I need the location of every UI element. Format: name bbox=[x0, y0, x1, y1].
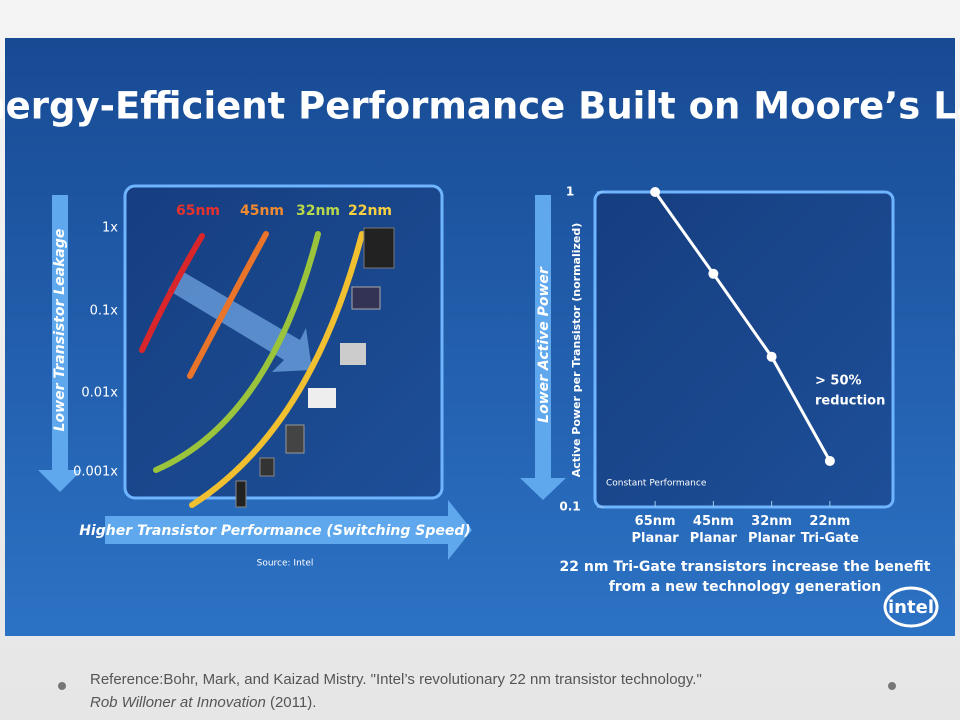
logo: intel bbox=[888, 597, 934, 618]
x-tick-label: 22nm Tri-Gate bbox=[800, 514, 859, 546]
annotation: reduction bbox=[815, 394, 885, 409]
annotation: > 50% bbox=[815, 374, 862, 389]
reference: Reference:Bohr, Mark, and Kaizad Mistry.… bbox=[90, 671, 702, 688]
point bbox=[766, 351, 777, 362]
curve-32nm bbox=[153, 231, 321, 473]
curve-65nm bbox=[139, 233, 205, 353]
phone-icon bbox=[235, 480, 247, 508]
left-y-label: 0.01x bbox=[81, 386, 118, 401]
right-panel bbox=[593, 190, 895, 509]
left-y-label: 0.1x bbox=[90, 304, 119, 319]
caption: 22 nm Tri-Gate transistors increase the … bbox=[560, 559, 931, 575]
y-axis-label: Active Power per Transistor (normalized) bbox=[570, 223, 583, 478]
curve-22nm bbox=[189, 231, 365, 508]
left-y-label: 0.001x bbox=[73, 465, 118, 480]
left-x-axis: Higher Transistor Performance (Switching… bbox=[79, 523, 471, 539]
logo-ring bbox=[883, 586, 939, 628]
point bbox=[650, 187, 661, 197]
line bbox=[653, 191, 832, 462]
mid-icon bbox=[259, 457, 275, 477]
curve-label: 22nm bbox=[348, 203, 392, 219]
x-tick-label: 65nm Planar bbox=[631, 514, 679, 546]
point bbox=[708, 268, 719, 279]
x-tick-label: 45nm Planar bbox=[689, 514, 737, 546]
note: Constant Performance bbox=[606, 479, 707, 489]
desktop-icon bbox=[351, 286, 381, 310]
left-y-label: 1x bbox=[102, 221, 118, 236]
curve-45nm bbox=[187, 231, 269, 379]
arrow-label: Lower Active Power bbox=[536, 266, 552, 423]
tablet-icon bbox=[285, 424, 305, 454]
y-tick-label: 0.1 bbox=[559, 500, 580, 514]
laptop-icon bbox=[340, 343, 366, 365]
x-arrow bbox=[105, 500, 472, 560]
venue: Rob Willoner at Innovation bbox=[90, 694, 266, 711]
y-arrow bbox=[38, 195, 82, 492]
server-icon bbox=[363, 227, 395, 269]
y-tick-label: 1 bbox=[566, 185, 574, 199]
curve-label: 45nm bbox=[240, 203, 284, 219]
netbook-icon bbox=[308, 388, 336, 408]
left-y-axis: Lower Transistor Leakage bbox=[52, 229, 68, 432]
curve-label: 32nm bbox=[296, 203, 340, 219]
power-arrow bbox=[520, 195, 566, 500]
bullet bbox=[58, 682, 66, 690]
curve-label: 65nm bbox=[176, 203, 220, 219]
source: Source: Intel bbox=[257, 559, 314, 569]
title: Energy-Efficient Performance Built on Mo… bbox=[0, 85, 960, 128]
year: (2011). bbox=[265, 694, 317, 711]
bullet bbox=[888, 682, 896, 690]
x-tick-label: 32nm Planar bbox=[748, 514, 796, 546]
caption: from a new technology generation bbox=[609, 579, 882, 595]
reference-line2: Rob Willoner at Innovation (2011). bbox=[90, 694, 316, 711]
point bbox=[824, 455, 835, 466]
